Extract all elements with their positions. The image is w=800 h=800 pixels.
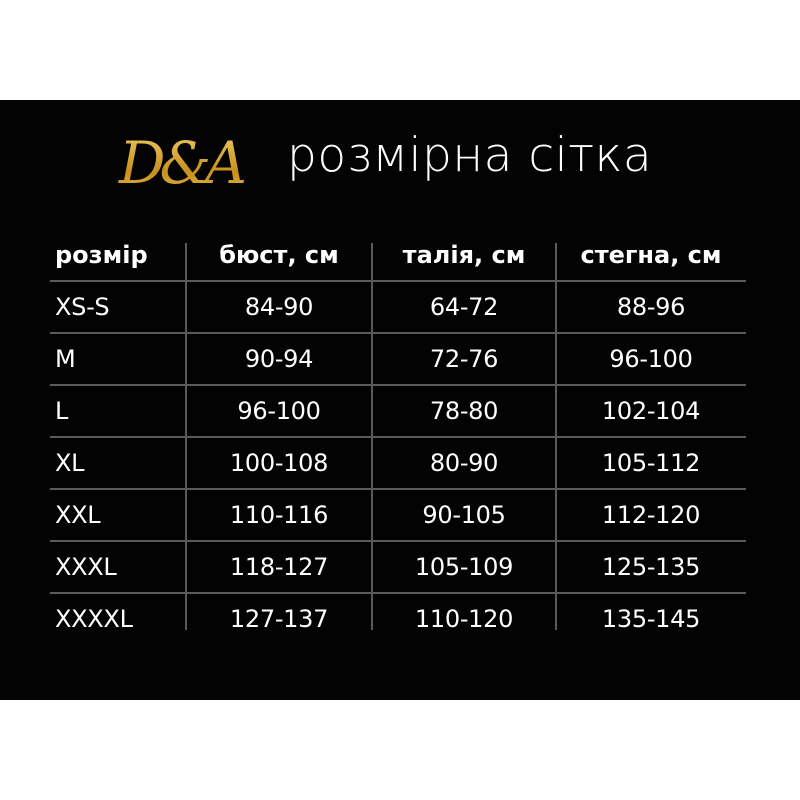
table-row: XL 100-108 80-90 105-112	[50, 436, 746, 488]
cell-hips: 105-112	[601, 449, 701, 477]
cell-hips: 135-145	[601, 605, 701, 633]
cell-waist: 105-109	[414, 553, 514, 581]
cell-size: XXXXL	[55, 605, 133, 633]
size-chart-panel	[0, 100, 800, 700]
cell-bust: 110-116	[229, 501, 329, 529]
logo-lettering: D&A	[100, 118, 260, 208]
header-bust: бюст, см	[219, 241, 339, 269]
cell-waist: 64-72	[429, 293, 499, 321]
cell-bust: 127-137	[229, 605, 329, 633]
cell-waist: 110-120	[414, 605, 514, 633]
cell-size: XL	[55, 449, 85, 477]
cell-size: M	[55, 345, 76, 373]
table-row: M 90-94 72-76 96-100	[50, 332, 746, 384]
cell-hips: 102-104	[601, 397, 701, 425]
page-title: розмірна сітка	[287, 128, 653, 183]
cell-hips: 88-96	[616, 293, 686, 321]
table-row: XXXL 118-127 105-109 125-135	[50, 540, 746, 592]
table-row: XXXXL 127-137 110-120 135-145	[50, 592, 746, 644]
cell-size: XS-S	[55, 293, 110, 321]
brand-logo: D&A	[100, 118, 260, 208]
cell-hips: 125-135	[601, 553, 701, 581]
cell-bust: 100-108	[229, 449, 329, 477]
size-table: розмір бюст, см талія, см стегна, см XS-…	[50, 230, 746, 644]
cell-waist: 72-76	[429, 345, 499, 373]
cell-waist: 80-90	[429, 449, 499, 477]
table-row: XXL 110-116 90-105 112-120	[50, 488, 746, 540]
table-header-row: розмір бюст, см талія, см стегна, см	[50, 230, 746, 280]
cell-hips: 96-100	[609, 345, 693, 373]
header-size: розмір	[55, 241, 148, 269]
header-hips: стегна, см	[580, 241, 722, 269]
cell-bust: 96-100	[237, 397, 321, 425]
cell-waist: 78-80	[429, 397, 499, 425]
cell-size: XXXL	[55, 553, 117, 581]
cell-bust: 118-127	[229, 553, 329, 581]
table-row: L 96-100 78-80 102-104	[50, 384, 746, 436]
header-waist: талія, см	[402, 241, 526, 269]
table-row: XS-S 84-90 64-72 88-96	[50, 280, 746, 332]
cell-size: L	[55, 397, 69, 425]
cell-bust: 90-94	[244, 345, 314, 373]
cell-size: XXL	[55, 501, 101, 529]
cell-hips: 112-120	[601, 501, 701, 529]
cell-bust: 84-90	[244, 293, 314, 321]
cell-waist: 90-105	[422, 501, 506, 529]
